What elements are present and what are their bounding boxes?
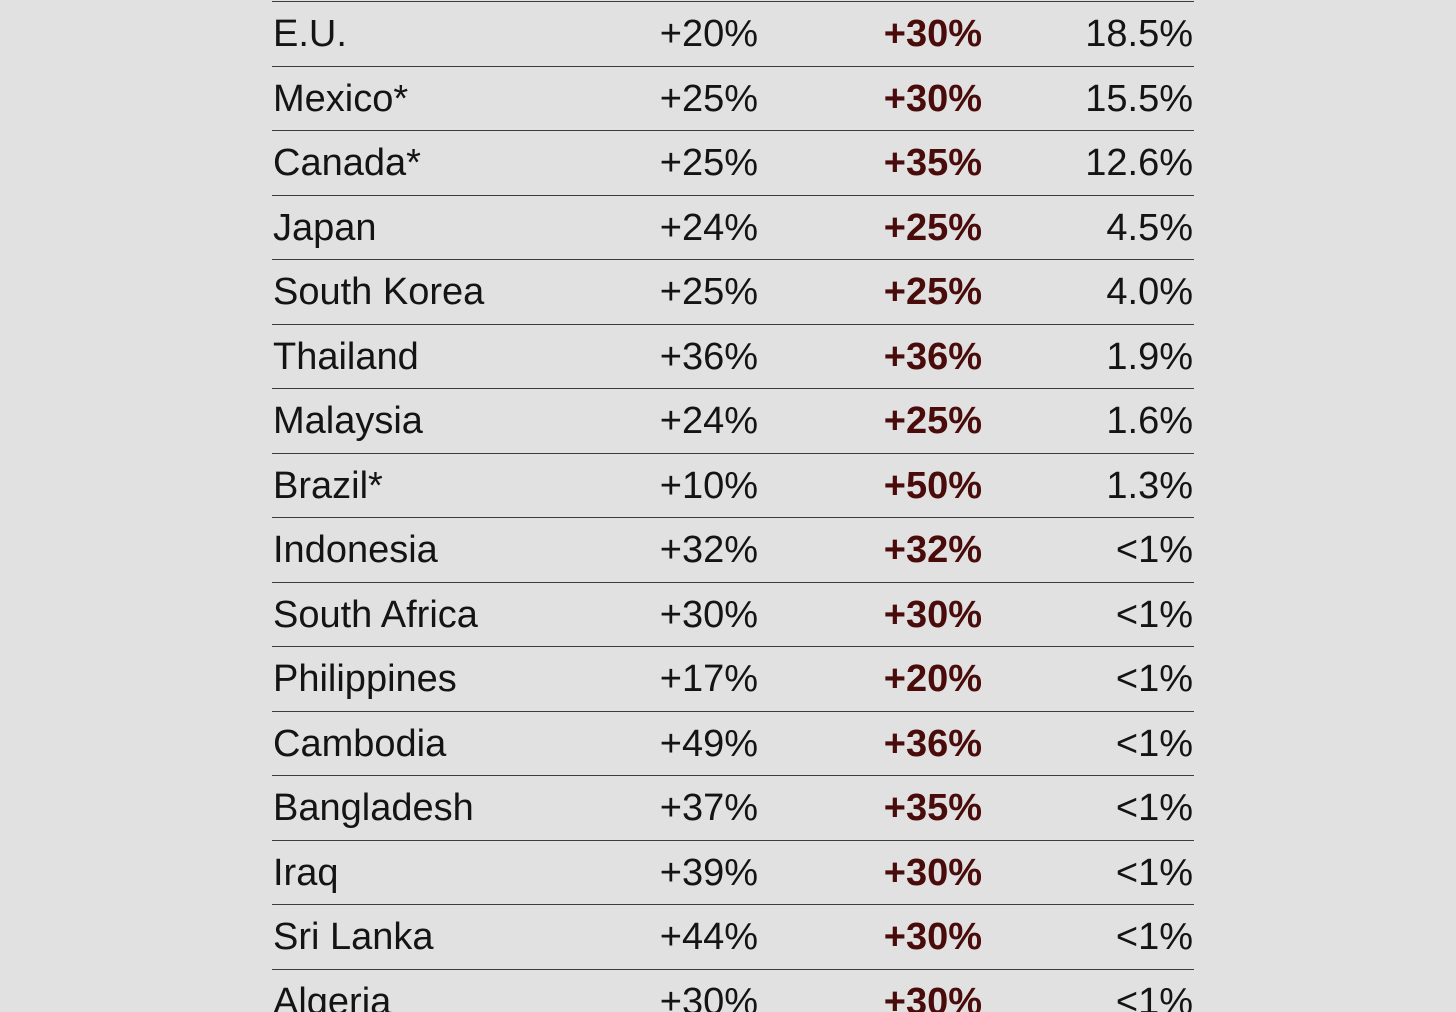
import-share-cell: <1% [1115, 787, 1193, 829]
import-share-cell: 1.3% [1106, 464, 1193, 507]
new-rate-cell: +36% [883, 722, 982, 765]
import-share-cell: 4.5% [1106, 206, 1193, 249]
country-cell: Mexico* [273, 77, 409, 120]
table-row: Bangladesh +37% +35% <1% [272, 775, 1194, 840]
new-rate-cell: +30% [883, 593, 982, 636]
import-share-cell: <1% [1115, 916, 1193, 958]
new-rate-cell: +20% [883, 658, 982, 700]
tariff-table: E.U. +20% +30% 18.5% Mexico* +25% +30% 1… [272, 1, 1194, 1012]
import-share-cell: <1% [1115, 658, 1193, 700]
table-row: Indonesia +32% +32% <1% [272, 517, 1194, 582]
import-share-cell: <1% [1115, 529, 1193, 571]
import-share-cell: <1% [1115, 593, 1193, 636]
new-rate-cell: +25% [883, 400, 982, 442]
country-cell: Indonesia [273, 529, 438, 571]
previous-rate-cell: +36% [659, 335, 758, 378]
previous-rate-cell: +24% [659, 206, 758, 249]
table-row: Sri Lanka +44% +30% <1% [272, 904, 1194, 969]
table-row: Canada* +25% +35% 12.6% [272, 130, 1194, 195]
import-share-cell: 12.6% [1085, 142, 1193, 184]
import-share-cell: <1% [1115, 851, 1193, 894]
table-row: Mexico* +25% +30% 15.5% [272, 65, 1194, 131]
import-share-cell: 1.6% [1106, 400, 1193, 442]
table-row: Thailand +36% +36% 1.9% [272, 323, 1194, 389]
import-share-cell: 1.9% [1106, 335, 1193, 378]
country-cell: South Korea [273, 271, 485, 313]
new-rate-cell: +30% [883, 77, 982, 120]
new-rate-cell: +36% [883, 335, 982, 378]
previous-rate-cell: +32% [659, 529, 758, 571]
new-rate-cell: +30% [883, 980, 982, 1012]
table-row: Japan +24% +25% 4.5% [272, 194, 1194, 260]
previous-rate-cell: +25% [659, 77, 758, 120]
previous-rate-cell: +10% [659, 464, 758, 507]
country-cell: Philippines [273, 658, 457, 700]
import-share-cell: 18.5% [1085, 13, 1193, 55]
previous-rate-cell: +37% [659, 787, 758, 829]
new-rate-cell: +35% [883, 142, 982, 184]
import-share-cell: 4.0% [1106, 271, 1193, 313]
import-share-cell: <1% [1115, 980, 1193, 1012]
previous-rate-cell: +17% [659, 658, 758, 700]
new-rate-cell: +30% [883, 13, 982, 55]
table-row: Malaysia +24% +25% 1.6% [272, 388, 1194, 453]
country-cell: Bangladesh [273, 787, 474, 829]
country-cell: South Africa [273, 593, 478, 636]
new-rate-cell: +32% [883, 529, 982, 571]
previous-rate-cell: +30% [659, 980, 758, 1012]
table-row: Philippines +17% +20% <1% [272, 646, 1194, 711]
table-row: South Africa +30% +30% <1% [272, 581, 1194, 647]
previous-rate-cell: +49% [659, 722, 758, 765]
table-row: Algeria +30% +30% <1% [272, 968, 1194, 1012]
country-cell: Iraq [273, 851, 339, 894]
country-cell: E.U. [273, 13, 347, 55]
new-rate-cell: +25% [883, 206, 982, 249]
new-rate-cell: +25% [883, 271, 982, 313]
table-row: South Korea +25% +25% 4.0% [272, 259, 1194, 324]
country-cell: Canada* [273, 142, 421, 184]
country-cell: Sri Lanka [273, 916, 434, 958]
table-row: Brazil* +10% +50% 1.3% [272, 452, 1194, 518]
previous-rate-cell: +24% [659, 400, 758, 442]
new-rate-cell: +35% [883, 787, 982, 829]
country-cell: Thailand [273, 335, 419, 378]
table-row: Cambodia +49% +36% <1% [272, 710, 1194, 776]
previous-rate-cell: +25% [659, 142, 758, 184]
previous-rate-cell: +30% [659, 593, 758, 636]
country-cell: Japan [273, 206, 377, 249]
country-cell: Cambodia [273, 722, 447, 765]
table-row: Iraq +39% +30% <1% [272, 839, 1194, 905]
previous-rate-cell: +25% [659, 271, 758, 313]
new-rate-cell: +30% [883, 851, 982, 894]
previous-rate-cell: +39% [659, 851, 758, 894]
new-rate-cell: +50% [883, 464, 982, 507]
new-rate-cell: +30% [883, 916, 982, 958]
import-share-cell: 15.5% [1085, 77, 1193, 120]
previous-rate-cell: +44% [659, 916, 758, 958]
previous-rate-cell: +20% [659, 13, 758, 55]
import-share-cell: <1% [1115, 722, 1193, 765]
country-cell: Brazil* [273, 464, 383, 507]
table-row: E.U. +20% +30% 18.5% [272, 1, 1194, 66]
country-cell: Algeria [273, 980, 392, 1012]
country-cell: Malaysia [273, 400, 423, 442]
